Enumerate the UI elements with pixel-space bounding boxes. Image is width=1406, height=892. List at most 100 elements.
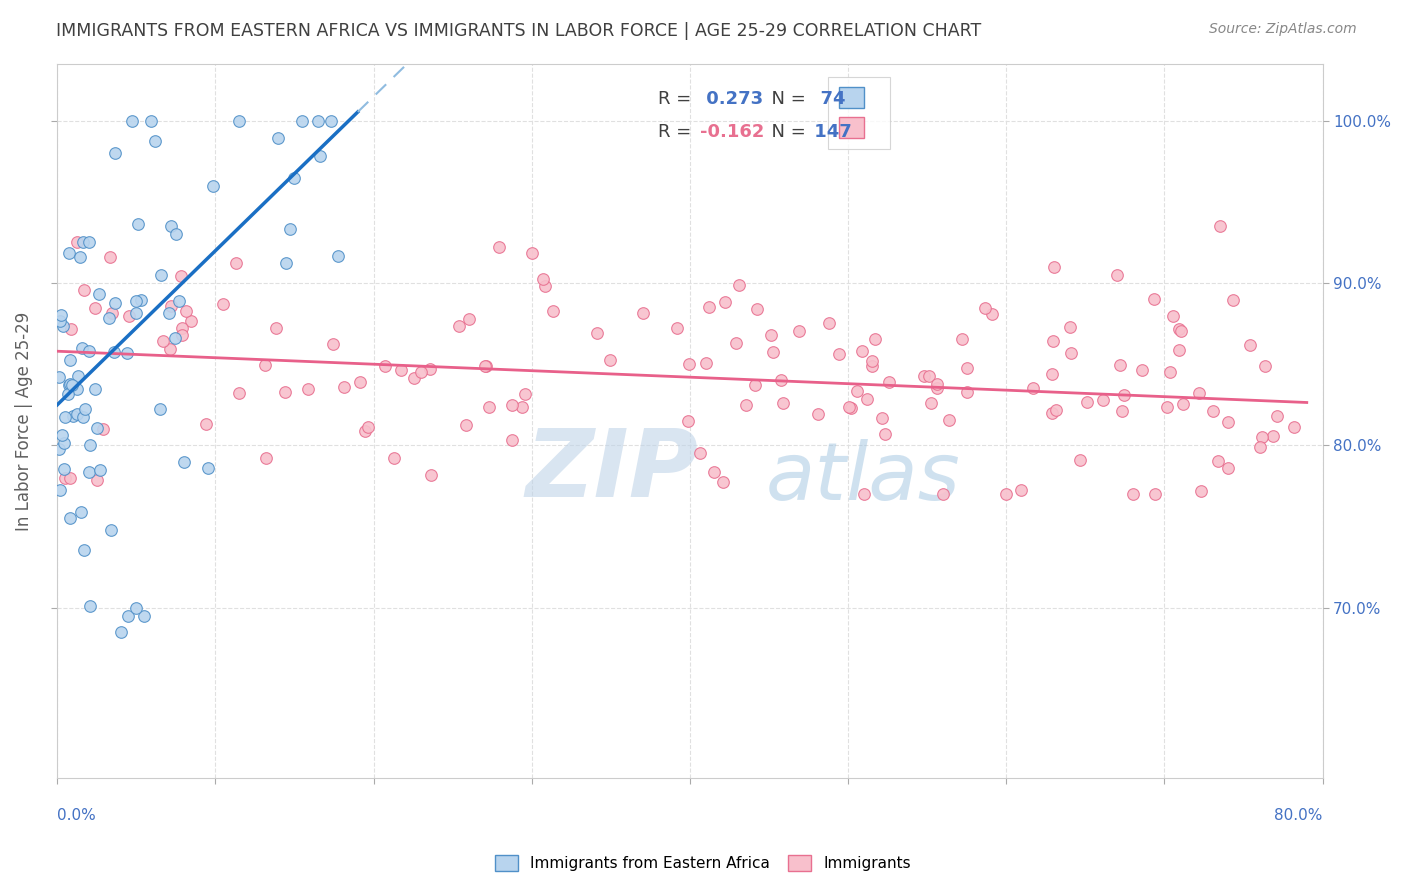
Point	[77, 235, 100, 250]
Point	[1206, 454, 1229, 468]
Point	[125, 600, 148, 615]
Point	[291, 113, 314, 128]
Point	[520, 245, 543, 260]
Point	[59, 376, 82, 391]
Point	[374, 359, 396, 373]
Point	[510, 400, 533, 414]
Point	[974, 301, 997, 315]
Point	[49, 308, 72, 322]
Point	[104, 145, 127, 160]
Point	[1188, 386, 1211, 401]
Point	[100, 523, 122, 537]
Point	[1239, 338, 1261, 352]
Point	[1114, 388, 1136, 402]
Point	[728, 277, 751, 292]
Point	[1108, 358, 1130, 372]
Point	[322, 336, 344, 351]
Point	[1010, 483, 1032, 497]
Point	[165, 227, 187, 242]
Point	[53, 409, 76, 424]
Point	[266, 130, 288, 145]
Legend: Immigrants from Eastern Africa, Immigrants: Immigrants from Eastern Africa, Immigran…	[489, 849, 917, 877]
Point	[70, 505, 93, 519]
Point	[160, 299, 183, 313]
Point	[332, 380, 354, 394]
Point	[1265, 409, 1288, 423]
Point	[53, 462, 76, 476]
Point	[870, 410, 893, 425]
Point	[121, 113, 143, 128]
Point	[1263, 429, 1285, 443]
Point	[855, 392, 877, 406]
Point	[170, 328, 193, 343]
Point	[1143, 292, 1166, 306]
Point	[838, 400, 860, 414]
Point	[860, 354, 883, 368]
Point	[143, 134, 166, 148]
Point	[163, 331, 186, 345]
Point	[157, 306, 180, 320]
Text: 80.0%: 80.0%	[1274, 808, 1323, 823]
Point	[77, 343, 100, 358]
Point	[995, 487, 1018, 501]
Text: R =: R =	[658, 122, 692, 141]
Text: Source: ZipAtlas.com: Source: ZipAtlas.com	[1209, 22, 1357, 37]
Point	[195, 417, 218, 431]
Point	[501, 398, 523, 412]
Point	[787, 324, 810, 338]
Point	[488, 240, 510, 254]
Point	[725, 335, 748, 350]
Point	[1143, 487, 1166, 501]
Point	[981, 307, 1004, 321]
Point	[125, 294, 148, 309]
Point	[877, 375, 900, 389]
Point	[87, 286, 110, 301]
Point	[118, 309, 141, 323]
Text: N =: N =	[759, 90, 806, 109]
Point	[447, 318, 470, 333]
Point	[62, 409, 84, 423]
Point	[53, 471, 76, 485]
Point	[319, 113, 342, 128]
Point	[599, 352, 621, 367]
Point	[160, 219, 183, 234]
Point	[197, 461, 219, 475]
Point	[212, 297, 235, 311]
Point	[66, 408, 89, 422]
Point	[384, 450, 406, 465]
Point	[1111, 404, 1133, 418]
Point	[52, 436, 75, 450]
Point	[1122, 487, 1144, 501]
Point	[51, 319, 73, 334]
Point	[72, 342, 94, 356]
Point	[1209, 219, 1232, 234]
Point	[274, 256, 297, 270]
Text: 74: 74	[807, 90, 845, 109]
Point	[1222, 293, 1244, 308]
Text: IMMIGRANTS FROM EASTERN AFRICA VS IMMIGRANTS IN LABOR FORCE | AGE 25-29 CORRELAT: IMMIGRANTS FROM EASTERN AFRICA VS IMMIGR…	[56, 22, 981, 40]
Point	[58, 246, 80, 260]
Point	[89, 463, 111, 477]
Point	[762, 344, 785, 359]
Point	[1105, 268, 1128, 282]
Point	[772, 396, 794, 410]
Point	[124, 306, 146, 320]
Point	[264, 321, 287, 335]
Point	[254, 451, 277, 466]
Point	[349, 375, 371, 389]
Point	[117, 608, 139, 623]
Point	[1216, 415, 1239, 429]
Point	[678, 357, 700, 371]
Point	[531, 272, 554, 286]
Point	[60, 378, 83, 392]
Point	[1249, 441, 1271, 455]
Point	[225, 256, 247, 270]
Point	[59, 353, 82, 368]
Point	[1069, 453, 1091, 467]
Point	[253, 359, 276, 373]
Point	[409, 365, 432, 379]
Point	[860, 359, 883, 373]
Point	[703, 465, 725, 479]
Point	[391, 363, 413, 377]
Point	[110, 624, 132, 639]
